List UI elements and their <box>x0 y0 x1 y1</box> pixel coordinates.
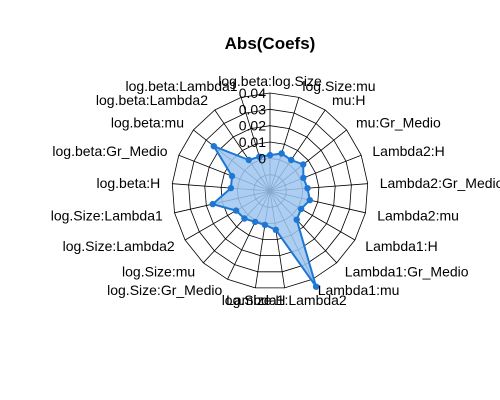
data-point <box>272 226 279 233</box>
data-point <box>228 172 236 180</box>
spoke-label: log.Size:mu <box>122 264 195 280</box>
spoke-label: log.Size:Gr_Medio <box>107 282 222 298</box>
chart-title: Abs(Coefs) <box>225 34 316 53</box>
data-point <box>245 156 252 164</box>
axis-tick-label: 0 <box>258 150 266 166</box>
axis-tick-label: 0.04 <box>239 85 266 101</box>
data-point <box>300 161 307 168</box>
spoke-label: Lambda2:mu <box>377 208 459 224</box>
axis-tick-label: 0.03 <box>239 101 266 117</box>
spoke-label: log.Size:H <box>222 292 286 308</box>
data-point <box>261 221 269 229</box>
data-point <box>256 153 263 160</box>
axis-tick-label: 0.01 <box>239 134 266 150</box>
spoke-label: log.beta:Lambda1 <box>126 78 238 94</box>
spoke-label: log.beta:Lambda2 <box>96 92 208 108</box>
spoke-label: log.beta:mu <box>111 114 184 130</box>
spoke-label: log.beta:H <box>96 175 160 191</box>
spoke-label: Lambda1:Lambda2 <box>226 292 347 308</box>
data-point <box>251 218 259 226</box>
data-point <box>210 143 217 150</box>
data-point <box>312 283 320 290</box>
data-point <box>288 156 295 164</box>
spoke-label: Lambda1:H <box>365 238 437 254</box>
spoke-label: Lambda1:Gr_Medio <box>345 264 469 280</box>
spoke-label: Lambda2:H <box>372 143 444 159</box>
data-point <box>304 185 311 192</box>
data-point <box>241 215 248 222</box>
data-point <box>227 184 235 192</box>
spoke-label: log.beta:Gr_Medio <box>52 143 167 159</box>
spoke-label: mu:Gr_Medio <box>356 114 441 130</box>
grid-ring <box>171 92 369 289</box>
data-point <box>278 150 285 157</box>
spoke-label: log.Size:Lambda1 <box>51 208 163 224</box>
axis-tick-label: 0.02 <box>239 118 266 134</box>
spoke-label: Lambda1:mu <box>318 282 400 298</box>
data-point <box>209 200 216 208</box>
series-area <box>211 145 318 288</box>
data-point <box>306 196 313 204</box>
spoke-label: log.beta:log.Size <box>218 73 322 89</box>
spoke-label: log.Size:Lambda2 <box>63 238 175 254</box>
grid-ring <box>204 125 336 257</box>
data-point <box>266 151 274 159</box>
data-point <box>293 216 300 223</box>
data-point <box>232 207 240 214</box>
spoke-label: mu:H <box>332 92 365 108</box>
spoke-label: log.Size:mu <box>302 78 375 94</box>
grid-ring <box>188 108 352 273</box>
data-point <box>300 174 307 182</box>
data-point <box>297 205 305 213</box>
spoke-label: Lambda2:Gr_Medio <box>380 175 500 191</box>
